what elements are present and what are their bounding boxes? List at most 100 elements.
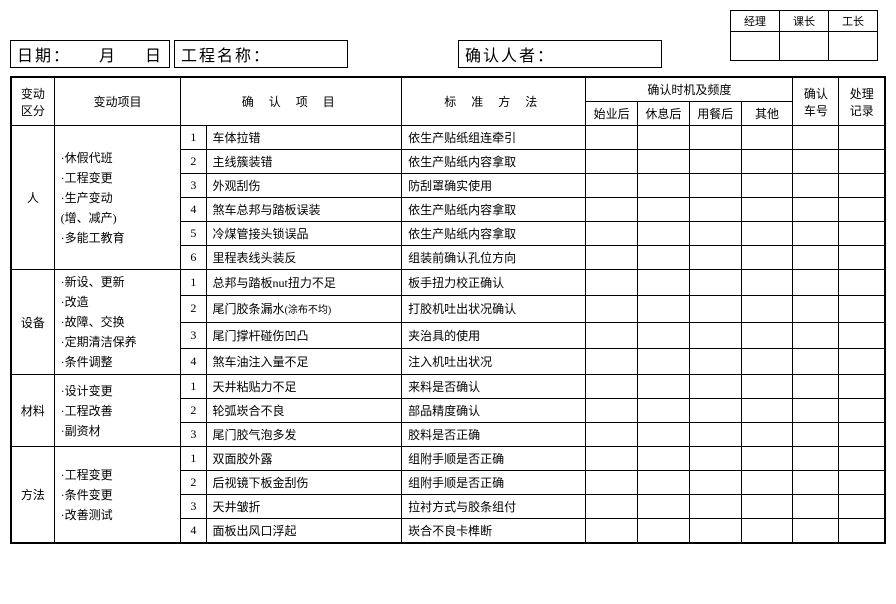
record-cell[interactable] — [839, 246, 885, 270]
timing-cell[interactable] — [638, 471, 690, 495]
carno-cell[interactable] — [793, 495, 839, 519]
carno-cell[interactable] — [793, 471, 839, 495]
timing-cell[interactable] — [689, 126, 741, 150]
record-cell[interactable] — [839, 126, 885, 150]
timing-cell[interactable] — [689, 270, 741, 296]
timing-cell[interactable] — [586, 322, 638, 348]
timing-cell[interactable] — [689, 174, 741, 198]
timing-cell[interactable] — [586, 174, 638, 198]
timing-cell[interactable] — [689, 348, 741, 374]
timing-cell[interactable] — [638, 447, 690, 471]
timing-cell[interactable] — [689, 399, 741, 423]
timing-cell[interactable] — [586, 399, 638, 423]
timing-cell[interactable] — [586, 348, 638, 374]
timing-cell[interactable] — [638, 495, 690, 519]
timing-cell[interactable] — [741, 198, 793, 222]
carno-cell[interactable] — [793, 399, 839, 423]
timing-cell[interactable] — [638, 246, 690, 270]
timing-cell[interactable] — [586, 471, 638, 495]
record-cell[interactable] — [839, 399, 885, 423]
carno-cell[interactable] — [793, 519, 839, 544]
timing-cell[interactable] — [741, 519, 793, 544]
timing-cell[interactable] — [586, 270, 638, 296]
timing-cell[interactable] — [586, 296, 638, 322]
timing-cell[interactable] — [689, 246, 741, 270]
record-cell[interactable] — [839, 270, 885, 296]
timing-cell[interactable] — [741, 447, 793, 471]
timing-cell[interactable] — [689, 495, 741, 519]
timing-cell[interactable] — [638, 296, 690, 322]
record-cell[interactable] — [839, 222, 885, 246]
timing-cell[interactable] — [638, 174, 690, 198]
record-cell[interactable] — [839, 375, 885, 399]
timing-cell[interactable] — [689, 423, 741, 447]
carno-cell[interactable] — [793, 375, 839, 399]
timing-cell[interactable] — [741, 322, 793, 348]
record-cell[interactable] — [839, 519, 885, 544]
timing-cell[interactable] — [638, 270, 690, 296]
timing-cell[interactable] — [638, 322, 690, 348]
record-cell[interactable] — [839, 471, 885, 495]
timing-cell[interactable] — [586, 198, 638, 222]
carno-cell[interactable] — [793, 447, 839, 471]
record-cell[interactable] — [839, 423, 885, 447]
carno-cell[interactable] — [793, 348, 839, 374]
timing-cell[interactable] — [586, 126, 638, 150]
carno-cell[interactable] — [793, 150, 839, 174]
record-cell[interactable] — [839, 348, 885, 374]
record-cell[interactable] — [839, 322, 885, 348]
carno-cell[interactable] — [793, 270, 839, 296]
timing-cell[interactable] — [638, 375, 690, 399]
carno-cell[interactable] — [793, 174, 839, 198]
carno-cell[interactable] — [793, 423, 839, 447]
timing-cell[interactable] — [586, 495, 638, 519]
record-cell[interactable] — [839, 150, 885, 174]
timing-cell[interactable] — [586, 150, 638, 174]
timing-cell[interactable] — [741, 246, 793, 270]
timing-cell[interactable] — [689, 198, 741, 222]
record-cell[interactable] — [839, 198, 885, 222]
timing-cell[interactable] — [689, 519, 741, 544]
timing-cell[interactable] — [638, 423, 690, 447]
timing-cell[interactable] — [741, 423, 793, 447]
timing-cell[interactable] — [741, 150, 793, 174]
timing-cell[interactable] — [638, 348, 690, 374]
carno-cell[interactable] — [793, 126, 839, 150]
record-cell[interactable] — [839, 447, 885, 471]
record-cell[interactable] — [839, 296, 885, 322]
timing-cell[interactable] — [586, 447, 638, 471]
timing-cell[interactable] — [586, 519, 638, 544]
timing-cell[interactable] — [741, 348, 793, 374]
record-cell[interactable] — [839, 174, 885, 198]
timing-cell[interactable] — [638, 222, 690, 246]
timing-cell[interactable] — [689, 222, 741, 246]
carno-cell[interactable] — [793, 296, 839, 322]
timing-cell[interactable] — [689, 447, 741, 471]
signoff-cell-manager[interactable] — [731, 32, 780, 61]
timing-cell[interactable] — [689, 150, 741, 174]
timing-cell[interactable] — [741, 399, 793, 423]
record-cell[interactable] — [839, 495, 885, 519]
timing-cell[interactable] — [638, 126, 690, 150]
timing-cell[interactable] — [741, 126, 793, 150]
timing-cell[interactable] — [741, 375, 793, 399]
carno-cell[interactable] — [793, 246, 839, 270]
timing-cell[interactable] — [741, 174, 793, 198]
timing-cell[interactable] — [586, 375, 638, 399]
timing-cell[interactable] — [689, 375, 741, 399]
timing-cell[interactable] — [638, 150, 690, 174]
timing-cell[interactable] — [741, 222, 793, 246]
timing-cell[interactable] — [741, 471, 793, 495]
timing-cell[interactable] — [689, 296, 741, 322]
timing-cell[interactable] — [689, 471, 741, 495]
signoff-cell-foreman[interactable] — [829, 32, 878, 61]
timing-cell[interactable] — [638, 519, 690, 544]
timing-cell[interactable] — [741, 495, 793, 519]
carno-cell[interactable] — [793, 198, 839, 222]
timing-cell[interactable] — [741, 296, 793, 322]
timing-cell[interactable] — [689, 322, 741, 348]
signoff-cell-section[interactable] — [780, 32, 829, 61]
timing-cell[interactable] — [638, 399, 690, 423]
carno-cell[interactable] — [793, 222, 839, 246]
timing-cell[interactable] — [638, 198, 690, 222]
